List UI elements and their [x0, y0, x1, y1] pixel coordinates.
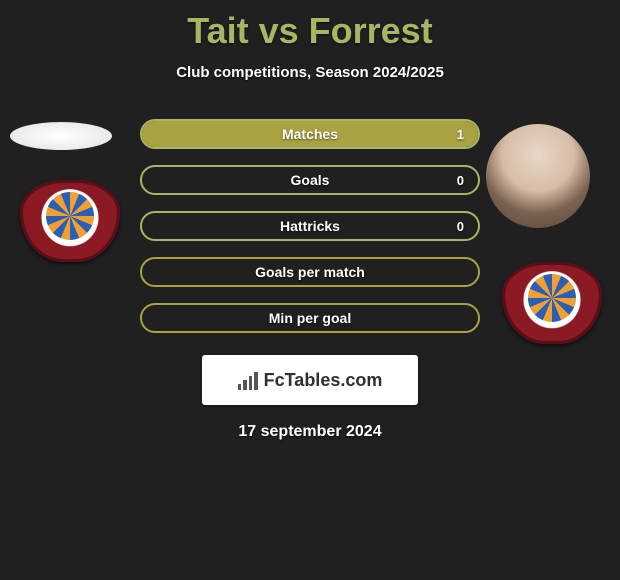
brand-box: FcTables.com [202, 355, 418, 405]
crest-year: 1874 [53, 227, 87, 241]
stat-bar: Min per goal [140, 303, 480, 333]
player-avatar-right [486, 124, 590, 228]
stat-bar-label: Min per goal [269, 310, 351, 326]
brand-label: FcTables.com [264, 370, 383, 391]
stat-bar-label: Goals per match [255, 264, 365, 280]
stat-bar: Hattricks 0 [140, 211, 480, 241]
stat-bar: Goals 0 [140, 165, 480, 195]
date-text: 17 september 2024 [0, 423, 620, 441]
player-avatar-left [10, 122, 112, 150]
stat-bar: Matches 1 [140, 119, 480, 149]
chart-icon [238, 370, 258, 390]
stat-bar: Goals per match [140, 257, 480, 287]
stat-bar-label: Matches [282, 126, 338, 142]
page-title: Tait vs Forrest [0, 0, 620, 52]
stat-bar-label: Goals [291, 172, 330, 188]
stat-bar-label: Hattricks [280, 218, 340, 234]
subtitle: Club competitions, Season 2024/2025 [0, 64, 620, 81]
club-crest-right: 1874 [502, 262, 602, 344]
stat-bar-value: 0 [457, 173, 464, 188]
crest-year: 1874 [535, 309, 569, 323]
stat-bar-value: 0 [457, 219, 464, 234]
club-crest-left: 1874 [20, 180, 120, 262]
stat-bar-value: 1 [457, 127, 464, 142]
